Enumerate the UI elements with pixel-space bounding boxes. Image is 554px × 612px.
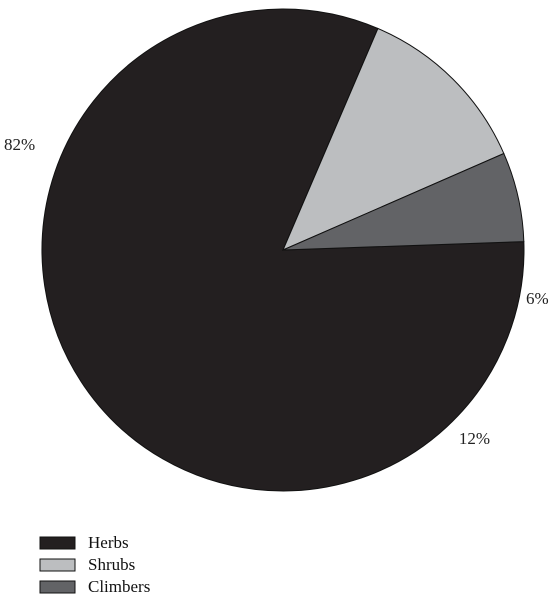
pie-slice-shrubs xyxy=(282,27,505,251)
legend-label-climbers: Climbers xyxy=(88,577,150,596)
data-label-herbs: 82% xyxy=(4,135,35,154)
legend-swatch-climbers xyxy=(39,580,76,594)
legend: Herbs Shrubs Climbers xyxy=(39,533,150,596)
pie-slice-climbers xyxy=(282,152,525,251)
legend-label-herbs: Herbs xyxy=(88,533,129,552)
legend-swatch-shrubs xyxy=(39,558,76,572)
legend-item-herbs: Herbs xyxy=(39,533,129,552)
pie-slices xyxy=(41,8,525,492)
legend-label-shrubs: Shrubs xyxy=(88,555,135,574)
pie-data-labels: 82% 12% 6% xyxy=(4,135,549,448)
data-label-shrubs: 12% xyxy=(459,429,490,448)
data-label-climbers: 6% xyxy=(526,289,549,308)
legend-item-climbers: Climbers xyxy=(39,577,150,596)
legend-swatch-herbs xyxy=(39,536,76,550)
legend-item-shrubs: Shrubs xyxy=(39,555,135,574)
